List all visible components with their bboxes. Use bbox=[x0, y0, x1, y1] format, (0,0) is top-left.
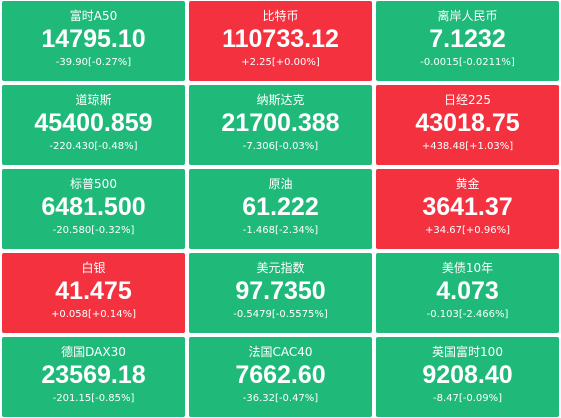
quote-price: 61.222 bbox=[242, 193, 319, 221]
quote-price: 45400.859 bbox=[34, 109, 153, 137]
quote-name: 美债10年 bbox=[441, 261, 494, 275]
quote-change: -201.15[-0.85%] bbox=[52, 393, 135, 404]
quote-name: 黄金 bbox=[455, 177, 480, 191]
quote-tile[interactable]: 道琼斯 45400.859 -220.430[-0.48%] bbox=[2, 85, 185, 165]
quote-name: 法国CAC40 bbox=[248, 345, 313, 359]
quote-tile[interactable]: 富时A50 14795.10 -39.90[-0.27%] bbox=[2, 1, 185, 81]
quote-tile[interactable]: 离岸人民币 7.1232 -0.0015[-0.0211%] bbox=[376, 1, 559, 81]
quote-tile[interactable]: 美债10年 4.073 -0.103[-2.466%] bbox=[376, 253, 559, 333]
quote-name: 富时A50 bbox=[69, 9, 118, 23]
quote-name: 道琼斯 bbox=[75, 93, 112, 107]
quote-price: 6481.500 bbox=[41, 193, 146, 221]
quote-price: 14795.10 bbox=[41, 25, 146, 53]
quote-price: 3641.37 bbox=[422, 193, 513, 221]
quote-change: -1.468[-2.34%] bbox=[242, 225, 319, 236]
quote-name: 比特币 bbox=[262, 9, 299, 23]
quote-change: -0.0015[-0.0211%] bbox=[420, 57, 515, 68]
quote-name: 标普500 bbox=[70, 177, 117, 191]
quote-change: -36.32[-0.47%] bbox=[242, 393, 319, 404]
quote-name: 离岸人民币 bbox=[437, 9, 498, 23]
quote-tile[interactable]: 德国DAX30 23569.18 -201.15[-0.85%] bbox=[2, 337, 185, 417]
quote-price: 7.1232 bbox=[429, 25, 506, 53]
quote-tile[interactable]: 原油 61.222 -1.468[-2.34%] bbox=[189, 169, 372, 249]
quote-name: 德国DAX30 bbox=[61, 345, 126, 359]
quote-tile[interactable]: 标普500 6481.500 -20.580[-0.32%] bbox=[2, 169, 185, 249]
quote-tile[interactable]: 美元指数 97.7350 -0.5479[-0.5575%] bbox=[189, 253, 372, 333]
quote-price: 7662.60 bbox=[235, 361, 326, 389]
quote-price: 110733.12 bbox=[222, 25, 339, 53]
quote-name: 纳斯达克 bbox=[256, 93, 305, 107]
quote-tile[interactable]: 黄金 3641.37 +34.67[+0.96%] bbox=[376, 169, 559, 249]
quote-change: -0.103[-2.466%] bbox=[426, 309, 509, 320]
quote-change: -0.5479[-0.5575%] bbox=[233, 309, 328, 320]
quote-change: +34.67[+0.96%] bbox=[425, 225, 510, 236]
quote-price: 97.7350 bbox=[235, 277, 326, 305]
quote-tile[interactable]: 白银 41.475 +0.058[+0.14%] bbox=[2, 253, 185, 333]
quote-price: 43018.75 bbox=[415, 109, 520, 137]
quote-price: 23569.18 bbox=[41, 361, 146, 389]
quote-tile[interactable]: 比特币 110733.12 +2.25[+0.00%] bbox=[189, 1, 372, 81]
quote-tile[interactable]: 纳斯达克 21700.388 -7.306[-0.03%] bbox=[189, 85, 372, 165]
quote-price: 4.073 bbox=[436, 277, 499, 305]
quote-name: 原油 bbox=[268, 177, 293, 191]
quote-change: -220.430[-0.48%] bbox=[49, 141, 138, 152]
quote-tile[interactable]: 法国CAC40 7662.60 -36.32[-0.47%] bbox=[189, 337, 372, 417]
quote-name: 白银 bbox=[81, 261, 106, 275]
quote-tile[interactable]: 英国富时100 9208.40 -8.47[-0.09%] bbox=[376, 337, 559, 417]
quote-change: +2.25[+0.00%] bbox=[241, 57, 320, 68]
quote-price: 9208.40 bbox=[422, 361, 513, 389]
quote-name: 美元指数 bbox=[256, 261, 305, 275]
quote-price: 21700.388 bbox=[221, 109, 340, 137]
quote-price: 41.475 bbox=[55, 277, 132, 305]
quote-change: -8.47[-0.09%] bbox=[432, 393, 503, 404]
quote-change: -39.90[-0.27%] bbox=[55, 57, 132, 68]
quote-name: 日经225 bbox=[444, 93, 491, 107]
quote-name: 英国富时100 bbox=[432, 345, 503, 359]
quote-change: +438.48[+1.03%] bbox=[421, 141, 514, 152]
quote-tile[interactable]: 日经225 43018.75 +438.48[+1.03%] bbox=[376, 85, 559, 165]
quote-change: +0.058[+0.14%] bbox=[51, 309, 136, 320]
quote-change: -7.306[-0.03%] bbox=[242, 141, 319, 152]
quote-change: -20.580[-0.32%] bbox=[52, 225, 135, 236]
